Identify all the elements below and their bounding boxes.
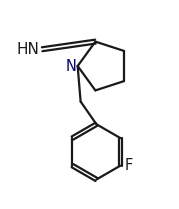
Text: F: F bbox=[125, 158, 133, 173]
Text: N: N bbox=[66, 59, 77, 74]
Text: HN: HN bbox=[17, 42, 40, 57]
